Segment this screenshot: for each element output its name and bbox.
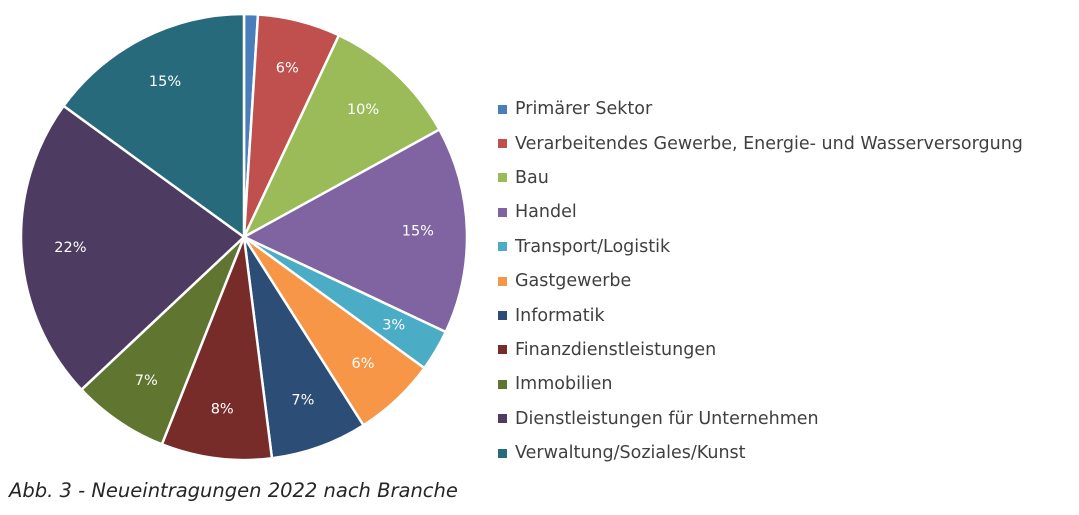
legend-swatch	[498, 207, 507, 217]
legend-swatch	[498, 173, 507, 183]
legend-item: Transport/Logistik	[498, 230, 1023, 264]
slice-data-label: 6%	[276, 61, 299, 77]
slice-data-label: 7%	[135, 373, 158, 389]
legend-label: Bau	[515, 167, 549, 188]
legend-item: Informatik	[498, 298, 1023, 332]
legend-label: Handel	[515, 202, 577, 223]
slice-data-label: 15%	[149, 74, 181, 90]
figure-caption: Abb. 3 - Neueintragungen 2022 nach Branc…	[9, 479, 458, 502]
legend-swatch	[498, 104, 507, 114]
pie-slice	[62, 12, 246, 239]
slice-data-label: 3%	[382, 318, 405, 334]
slice-data-label: 6%	[352, 356, 375, 372]
slice-data-label: 10%	[347, 102, 379, 118]
legend-item: Handel	[498, 195, 1023, 229]
legend-swatch	[498, 139, 507, 149]
legend-label: Transport/Logistik	[515, 236, 671, 257]
legend-item: Verwaltung/Soziales/Kunst	[498, 436, 1023, 470]
legend-label: Verarbeitendes Gewerbe, Energie- und Was…	[515, 133, 1023, 154]
slice-data-label: 15%	[402, 224, 434, 240]
legend-label: Gastgewerbe	[515, 271, 632, 292]
legend-swatch	[498, 414, 507, 424]
legend-item: Bau	[498, 161, 1023, 195]
legend-label: Finanzdienstleistungen	[515, 339, 717, 360]
legend-item: Dienstleistungen für Unternehmen	[498, 402, 1023, 436]
legend-label: Verwaltung/Soziales/Kunst	[515, 443, 746, 464]
pie-chart: 6% 10% 15% 3% 6% 7% 8% 7% 22% 15%	[19, 12, 469, 462]
legend-label: Immobilien	[515, 374, 613, 395]
slice-data-label: 8%	[211, 402, 234, 418]
pie-slice	[242, 33, 441, 239]
legend-label: Dienstleistungen für Unternehmen	[515, 408, 819, 429]
legend-item: Primärer Sektor	[498, 92, 1023, 126]
legend-item: Verarbeitendes Gewerbe, Energie- und Was…	[498, 126, 1023, 160]
legend-label: Informatik	[515, 305, 605, 326]
legend-swatch	[498, 276, 507, 286]
legend-swatch	[498, 311, 507, 321]
legend-item: Finanzdienstleistungen	[498, 333, 1023, 367]
legend-swatch	[498, 345, 507, 355]
pie-slice	[160, 235, 274, 462]
legend-label: Primärer Sektor	[515, 99, 653, 120]
slice-data-label: 22%	[54, 240, 86, 256]
legend-swatch	[498, 242, 507, 252]
slice-data-label: 7%	[291, 393, 314, 409]
legend-item: Immobilien	[498, 367, 1023, 401]
pie-slice	[242, 128, 469, 334]
legend-item: Gastgewerbe	[498, 264, 1023, 298]
chart-legend: Primärer Sektor Verarbeitendes Gewerbe, E…	[498, 92, 1023, 470]
pie-slice	[19, 104, 246, 391]
legend-swatch	[498, 448, 507, 458]
legend-swatch	[498, 379, 507, 389]
